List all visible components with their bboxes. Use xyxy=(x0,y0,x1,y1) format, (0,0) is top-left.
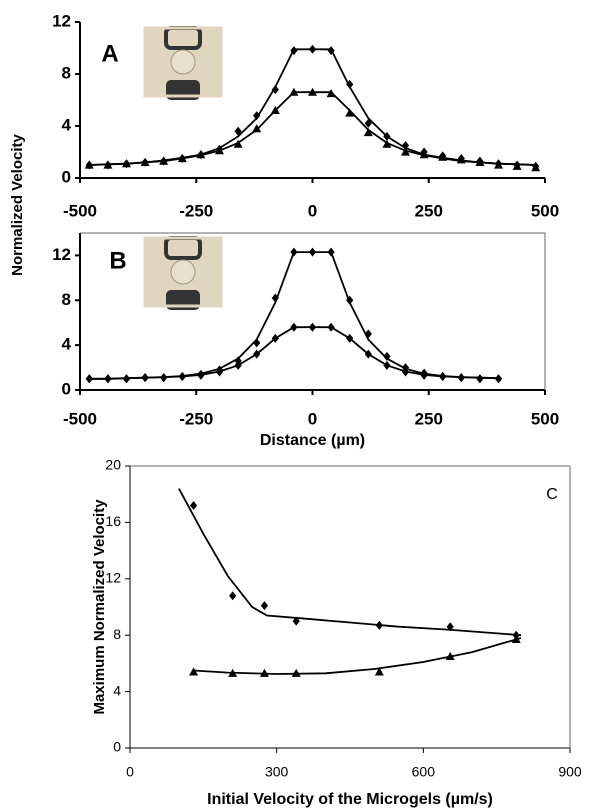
diamond-point xyxy=(189,500,198,510)
y-tick-label: 0 xyxy=(62,379,71,398)
triangle-point xyxy=(345,108,355,117)
diamond-point xyxy=(476,374,484,384)
x-axis-label: Initial Velocity of the Microgels (µm/s) xyxy=(207,791,493,808)
triangle-point xyxy=(291,668,301,677)
triangle-point xyxy=(374,667,384,676)
y-tick-label: 16 xyxy=(105,513,121,529)
x-tick-label: 250 xyxy=(415,201,443,220)
x-tick-label: 0 xyxy=(126,764,134,780)
inset-b xyxy=(143,236,223,310)
x-tick-label: 600 xyxy=(412,764,436,780)
triangle-point xyxy=(363,128,373,137)
diamond-point xyxy=(253,338,261,348)
x-tick-label: 0 xyxy=(308,201,317,220)
diamond-point xyxy=(271,293,279,303)
y-tick-label: 0 xyxy=(62,167,71,186)
y-axis-label: Normalized Velocity xyxy=(9,133,26,275)
diamond-point xyxy=(260,601,269,611)
y-tick-label: 0 xyxy=(113,739,121,755)
x-tick-label: -500 xyxy=(63,201,97,220)
panel-label: A xyxy=(101,40,118,67)
panel-label: C xyxy=(546,486,558,503)
diamond-point xyxy=(271,85,279,95)
triangle-point xyxy=(512,161,522,170)
x-axis-label: Distance (µm) xyxy=(260,432,365,449)
diamond-point xyxy=(383,351,391,361)
triangle-point xyxy=(531,163,541,172)
y-tick-label: 4 xyxy=(113,682,121,698)
y-tick-label: 4 xyxy=(62,335,72,354)
x-tick-label: 500 xyxy=(531,409,559,428)
diamond-point xyxy=(346,79,354,89)
y-tick-label: 20 xyxy=(105,457,121,473)
triangle-point xyxy=(252,124,262,133)
y-tick-label: 8 xyxy=(62,290,71,309)
diamond-point xyxy=(364,118,372,128)
x-tick-label: -250 xyxy=(179,201,213,220)
x-tick-label: 250 xyxy=(415,409,443,428)
y-tick-label: 12 xyxy=(52,245,71,264)
y-tick-label: 8 xyxy=(113,626,121,642)
x-tick-label: 300 xyxy=(265,764,289,780)
fit-line xyxy=(89,326,499,380)
inset-a xyxy=(143,26,223,100)
y-tick-label: 4 xyxy=(62,115,72,134)
y-tick-label: 12 xyxy=(52,11,71,30)
fit-line xyxy=(193,637,522,675)
x-tick-label: 0 xyxy=(308,409,317,428)
fit-line xyxy=(178,488,522,637)
panel-label: B xyxy=(109,247,126,274)
x-tick-label: -250 xyxy=(179,409,213,428)
diamond-point xyxy=(494,374,503,384)
y-tick-label: 12 xyxy=(105,570,121,586)
y-axis-label: Maximum Normalized Velocity xyxy=(91,499,108,715)
fit-line xyxy=(89,91,536,166)
x-tick-label: 500 xyxy=(531,201,559,220)
triangle-point xyxy=(189,667,199,676)
diamond-point xyxy=(253,111,261,121)
diamond-point xyxy=(229,591,237,601)
x-tick-label: 900 xyxy=(558,764,582,780)
x-tick-label: -500 xyxy=(63,409,97,428)
y-tick-label: 8 xyxy=(62,63,71,82)
